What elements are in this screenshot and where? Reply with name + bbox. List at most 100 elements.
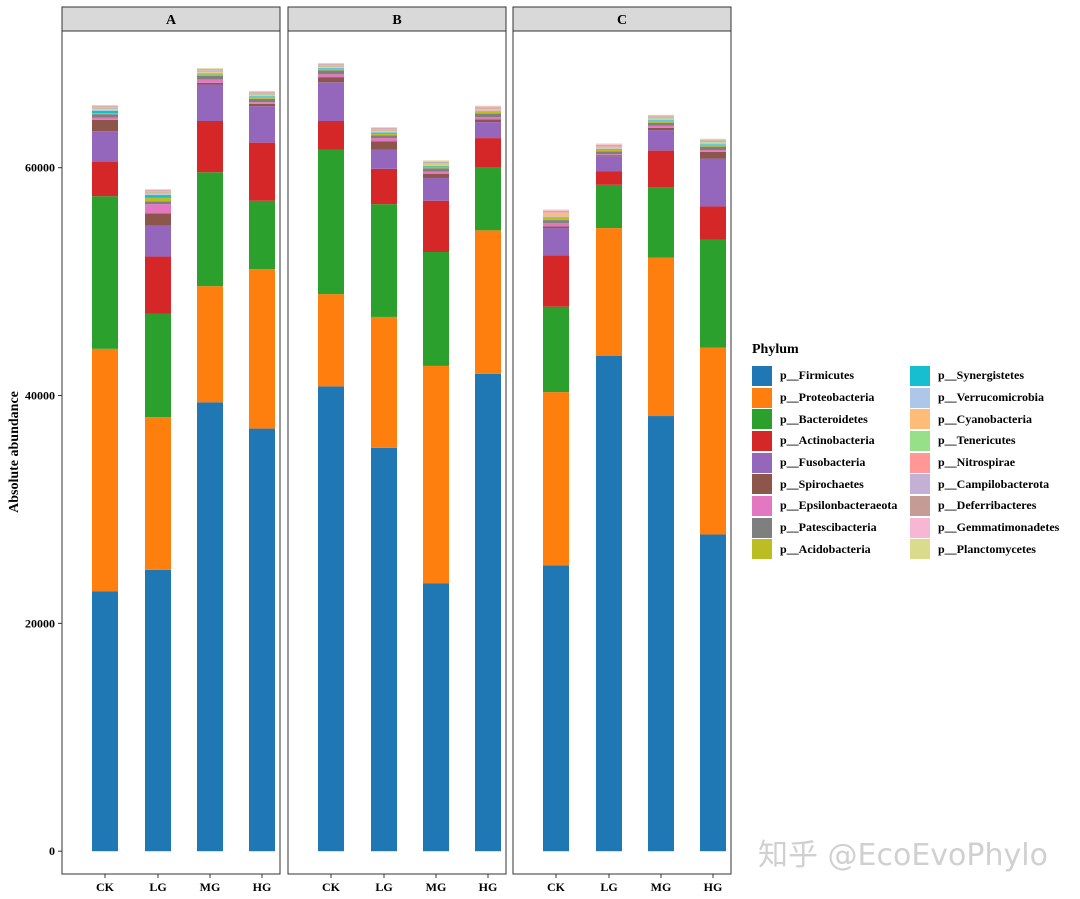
- bar-segment: [145, 569, 171, 852]
- bar-segment: [423, 164, 449, 166]
- bar-segment: [145, 189, 171, 191]
- legend-key: [910, 517, 930, 538]
- y-axis: 0 20000 40000 60000: [25, 161, 62, 858]
- bar-segment: [648, 127, 674, 131]
- bar-segment: [700, 140, 726, 141]
- bar-segment: [543, 217, 569, 218]
- bar-segment: [596, 149, 622, 150]
- bar-segment: [423, 163, 449, 164]
- bar-segment: [596, 155, 622, 157]
- legend-key: [752, 517, 772, 538]
- bar-segment: [318, 69, 344, 71]
- bar-segment: [371, 168, 397, 205]
- bar-segment: [700, 140, 726, 142]
- bar-segment: [475, 111, 501, 112]
- panel-border: [287, 30, 507, 875]
- bar-segment: [371, 133, 397, 136]
- bar-segment: [475, 138, 501, 168]
- legend-item: p__Synergistetes: [910, 365, 1068, 387]
- bar-segment: [249, 93, 275, 95]
- bar-segment: [371, 130, 397, 132]
- x-tick-label: LG: [149, 880, 166, 894]
- legend-key: [910, 430, 930, 451]
- bar-segment: [318, 66, 344, 68]
- bar-segment: [249, 95, 275, 97]
- bar-segment: [543, 392, 569, 566]
- bar-segment: [145, 190, 171, 192]
- legend-key: [752, 452, 772, 473]
- legend-label: p__Proteobacteria: [780, 390, 875, 405]
- legend-key: [752, 430, 772, 451]
- bar-segment: [371, 129, 397, 131]
- legend-label: p__Patescibacteria: [780, 520, 877, 535]
- bar-segment: [648, 187, 674, 258]
- legend-item: p__Patescibacteria: [752, 517, 910, 539]
- legend-key: [910, 474, 930, 495]
- bar-segment: [92, 108, 118, 110]
- x-tick-label: MG: [651, 880, 672, 894]
- bar-segment: [371, 131, 397, 132]
- legend-label: p__Deferribacteres: [938, 498, 1037, 513]
- legend-column-right: p__Synergistetes p__Verrucomicrobia p__Cya…: [910, 365, 1068, 560]
- bar-segment: [700, 206, 726, 240]
- bar-segment: [318, 149, 344, 295]
- bar-segment: [475, 117, 501, 120]
- bar-segment: [423, 168, 449, 172]
- bar-segment: [92, 117, 118, 120]
- legend-key: [910, 452, 930, 473]
- facet-strip: [61, 6, 281, 32]
- bar-segment: [648, 116, 674, 118]
- legend-column-left: p__Firmicutes p__Proteobacteria p__Bactero…: [752, 365, 910, 560]
- bar-segment: [700, 144, 726, 145]
- bar-segment: [596, 184, 622, 229]
- bar-segment: [423, 583, 449, 852]
- bar-segment: [197, 70, 223, 71]
- bar-segment: [145, 213, 171, 226]
- bar-segment: [648, 114, 674, 116]
- bar-segment: [543, 228, 569, 256]
- legend-item: p__Cyanobacteria: [910, 408, 1068, 430]
- bar-segment: [596, 146, 622, 147]
- bar-segment: [648, 115, 674, 117]
- bar-segment: [648, 117, 674, 119]
- bar-segment: [596, 156, 622, 172]
- panel-c: C CK LG MG HG: [512, 6, 732, 894]
- bar-segment: [371, 127, 397, 128]
- bar-segment: [92, 106, 118, 108]
- bar-segment: [92, 109, 118, 111]
- bar-segment: [318, 68, 344, 70]
- bar-segment: [596, 148, 622, 150]
- bar-segment: [700, 151, 726, 159]
- y-tick-label: 20000: [25, 616, 55, 630]
- bar-segment: [92, 107, 118, 109]
- legend-title: Phylum: [752, 342, 799, 357]
- bar-segment: [197, 74, 223, 76]
- legend-item: p__Tenericutes: [910, 430, 1068, 452]
- bar-segment: [145, 417, 171, 570]
- bar-segment: [92, 110, 118, 114]
- bar-segment: [145, 197, 171, 202]
- bar-segment: [318, 67, 344, 69]
- legend-key: [752, 474, 772, 495]
- bar-segment: [318, 386, 344, 852]
- bar-segment: [145, 204, 171, 214]
- bar-segment: [700, 139, 726, 141]
- facet-strip-label: A: [166, 13, 177, 28]
- legend-item: p__Epsilonbacteraeota: [752, 495, 910, 517]
- facet-strip: [287, 6, 507, 32]
- bar-segment: [249, 200, 275, 270]
- bar-segment: [596, 147, 622, 149]
- bar-segment: [249, 106, 275, 143]
- bar-segment: [648, 118, 674, 120]
- bar-segment: [249, 92, 275, 94]
- bar-segment: [371, 316, 397, 448]
- bar-segment: [596, 228, 622, 356]
- bar-segment: [197, 72, 223, 73]
- bar-segment: [371, 129, 397, 130]
- bar-segment: [543, 212, 569, 214]
- y-tick-label: 0: [49, 844, 55, 858]
- bar-segment: [318, 74, 344, 78]
- bar-segment: [475, 122, 501, 139]
- y-tick-label: 40000: [25, 389, 55, 403]
- legend-label: p__Firmicutes: [780, 368, 854, 383]
